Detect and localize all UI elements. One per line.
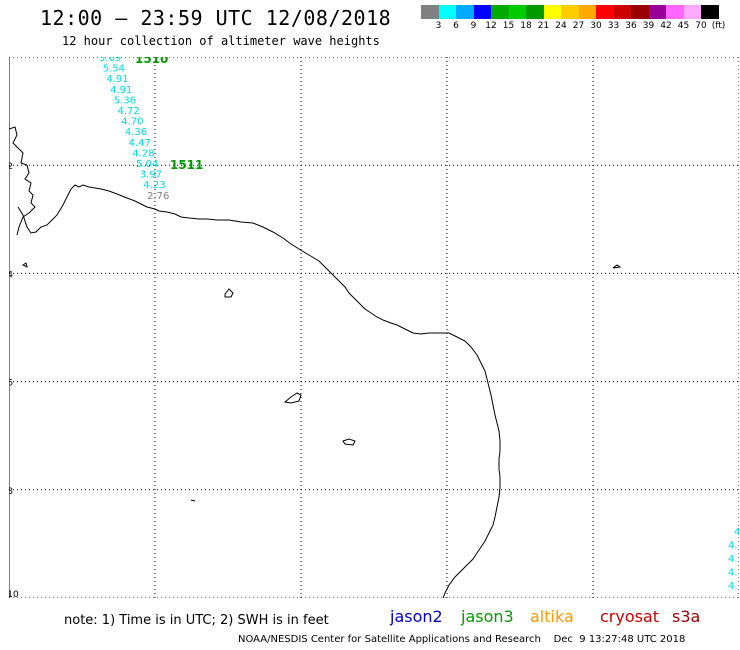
legend-swatch bbox=[596, 5, 614, 19]
legend-label: (ft) bbox=[711, 21, 726, 31]
wave-height-value: 4. bbox=[728, 554, 738, 565]
legend-swatch bbox=[543, 5, 561, 19]
wave-height-value: 4.91 bbox=[110, 85, 132, 96]
wave-height-value: 5.69 bbox=[99, 57, 121, 64]
legend-label: 3 bbox=[435, 21, 442, 31]
coastline-path bbox=[17, 184, 501, 598]
track-1510-label: 1510 bbox=[135, 57, 168, 66]
legend-swatch bbox=[648, 5, 666, 19]
map-subtitle: 12 hour collection of altimeter wave hei… bbox=[62, 34, 380, 48]
satellite-jason3: jason3 bbox=[461, 607, 514, 626]
legend-swatch bbox=[631, 5, 649, 19]
note-text: note: 1) Time is in UTC; 2) SWH is in fe… bbox=[64, 613, 329, 628]
island-1 bbox=[224, 288, 234, 298]
island-2 bbox=[283, 392, 302, 404]
island-3 bbox=[342, 438, 356, 446]
legend-labels: 3 6 9 12 15 18 21 24 27 30 33 36 39 42 45 70 (ft) bbox=[421, 21, 726, 35]
legend-swatch bbox=[683, 5, 701, 19]
map-title: 12:00 – 23:59 UTC 12/08/2018 bbox=[40, 6, 392, 30]
legend-swatch bbox=[561, 5, 579, 19]
wave-height-value: 5.04 bbox=[136, 159, 158, 170]
legend-label: 18 bbox=[520, 21, 532, 31]
legend-swatch bbox=[491, 5, 509, 19]
color-legend: 3 6 9 12 15 18 21 24 27 30 33 36 39 42 45 70 (ft) bbox=[421, 5, 726, 35]
legend-swatch bbox=[508, 5, 526, 19]
legend-label: 45 bbox=[677, 21, 690, 31]
wave-height-value: 5.36 bbox=[114, 95, 136, 106]
legend-swatch bbox=[578, 5, 596, 19]
wave-height-value: 4.23 bbox=[143, 180, 165, 191]
wave-height-value: 4. bbox=[734, 527, 739, 538]
island-4 bbox=[612, 264, 622, 269]
wave-height-value: 2.76 bbox=[147, 191, 169, 202]
legend-label: 9 bbox=[470, 21, 477, 31]
wave-height-value: 4.70 bbox=[121, 117, 143, 128]
axis-labels: 0-2-4-6-8-10-45-42-39-36-33-30 bbox=[9, 57, 19, 598]
legend-label: 30 bbox=[590, 21, 602, 31]
island-west bbox=[9, 126, 36, 236]
wave-height-value: 4.72 bbox=[118, 106, 140, 117]
y-tick-label: -6 bbox=[9, 379, 13, 389]
legend-label: 6 bbox=[453, 21, 459, 31]
wave-height-value: 5.54 bbox=[103, 64, 125, 75]
satellite-cryosat: cryosat bbox=[600, 607, 660, 626]
legend-label: 70 bbox=[695, 21, 707, 31]
wave-height-value: 4. bbox=[728, 541, 738, 552]
legend-label: 12 bbox=[485, 21, 497, 31]
legend-swatch bbox=[456, 5, 474, 19]
coastline bbox=[9, 126, 622, 598]
track-1510: 5.695.544.914.915.364.724.704.364.474.28… bbox=[99, 57, 169, 202]
island-5 bbox=[22, 262, 28, 268]
legend-label: 24 bbox=[555, 21, 567, 31]
satellite-altika: altika bbox=[530, 607, 574, 626]
legend-swatch bbox=[526, 5, 544, 19]
wave-height-value: 4.36 bbox=[125, 127, 147, 138]
island-6 bbox=[190, 499, 196, 502]
wave-height-value: 4.91 bbox=[106, 74, 128, 85]
legend-swatch bbox=[473, 5, 491, 19]
legend-label: 21 bbox=[537, 21, 550, 31]
y-tick-label: -10 bbox=[9, 590, 19, 598]
track-right: 4. 4. 4. 4. 4. bbox=[728, 527, 739, 592]
legend-label: 27 bbox=[572, 21, 585, 31]
wave-height-map: 0-2-4-6-8-10-45-42-39-36-33-30 5.695.544… bbox=[9, 57, 739, 598]
satellite-s3a: s3a bbox=[672, 607, 701, 626]
y-tick-label: -4 bbox=[9, 270, 13, 280]
legend-swatch bbox=[438, 5, 456, 19]
legend-label: 15 bbox=[502, 21, 515, 31]
wave-height-value: 4. bbox=[728, 581, 738, 592]
legend-swatch bbox=[421, 5, 439, 19]
legend-swatches bbox=[421, 5, 719, 19]
y-tick-label: 0 bbox=[9, 57, 10, 64]
wave-height-value: 4.47 bbox=[129, 138, 151, 149]
legend-swatch bbox=[701, 5, 719, 19]
footer-credit: NOAA/NESDIS Center for Satellite Applica… bbox=[238, 634, 686, 645]
legend-label: 42 bbox=[660, 21, 672, 31]
y-tick-label: -2 bbox=[9, 162, 13, 172]
wave-height-value: 4.28 bbox=[132, 148, 154, 159]
legend-swatch bbox=[666, 5, 684, 19]
wave-height-value: 4. bbox=[728, 568, 738, 579]
satellite-jason2: jason2 bbox=[390, 607, 443, 626]
legend-label: 33 bbox=[607, 21, 620, 31]
track-1511-label: 1511 bbox=[170, 158, 203, 172]
wave-height-value: 3.97 bbox=[140, 170, 162, 181]
legend-label: 36 bbox=[625, 21, 637, 31]
legend-label: 39 bbox=[642, 21, 655, 31]
legend-swatch bbox=[613, 5, 631, 19]
y-tick-label: -8 bbox=[9, 487, 13, 497]
map-grid bbox=[9, 57, 739, 598]
